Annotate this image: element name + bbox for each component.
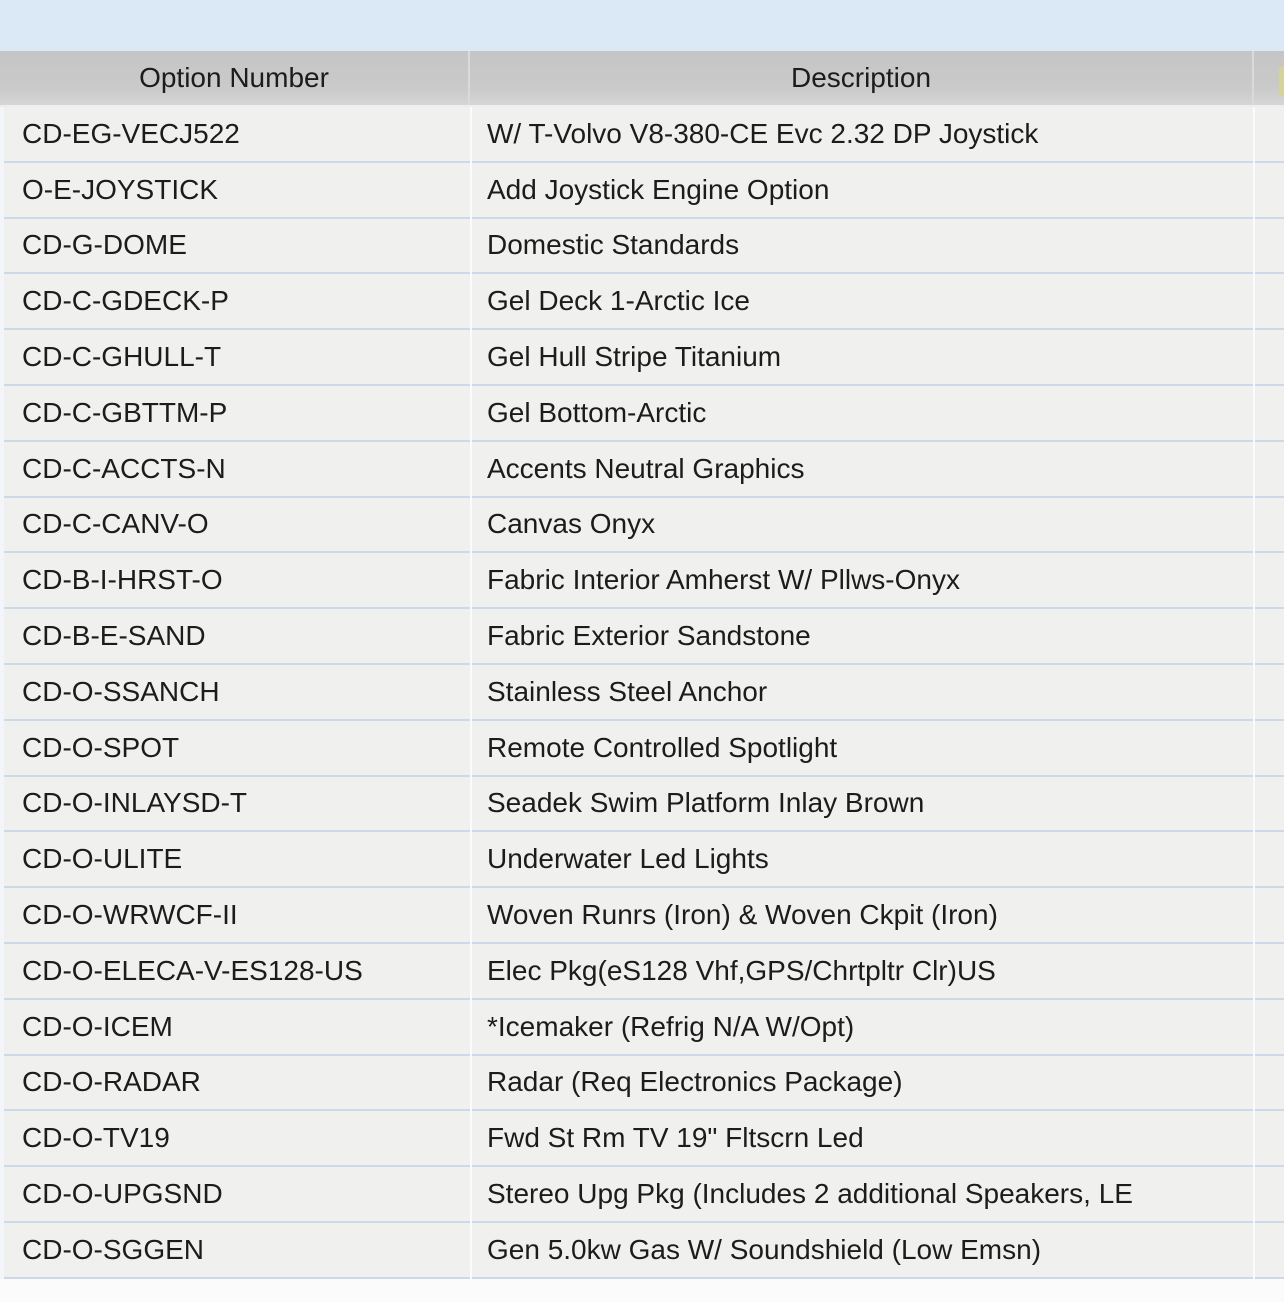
description-cell: Fabric Exterior Sandstone [487,620,811,652]
option-number-cell: CD-O-SGGEN [22,1233,204,1265]
window-top-band [0,0,1284,51]
table-row[interactable]: CD-O-SSANCH Stainless Steel Anchor [4,664,1284,721]
description-cell: W/ T-Volvo V8-380-CE Evc 2.32 DP Joystic… [487,117,1039,149]
table-row[interactable]: CD-B-E-SAND Fabric Exterior Sandstone [4,609,1284,665]
description-cell: Add Joystick Engine Option [487,173,830,205]
description-cell: Remote Controlled Spotlight [487,731,838,763]
table-row[interactable]: CD-C-GHULL-T Gel Hull Stripe Titanium [4,330,1284,386]
option-number-cell: CD-O-UPGSND [22,1178,223,1210]
description-cell: Stainless Steel Anchor [487,675,768,707]
description-cell: Accents Neutral Graphics [487,452,805,484]
option-number-cell: CD-C-GBTTM-P [22,396,228,428]
description-cell: Woven Runrs (Iron) & Woven Ckpit (Iron) [487,899,998,931]
table-row[interactable]: CD-O-ELECA-V-ES128-US Elec Pkg(eS128 Vhf… [4,943,1284,1000]
table-row[interactable]: CD-O-RADAR Radar (Req Electronics Packag… [4,1055,1284,1112]
table-row[interactable]: CD-O-UPGSND Stereo Upg Pkg (Includes 2 a… [4,1167,1284,1223]
option-number-cell: CD-B-E-SAND [22,620,206,652]
description-cell: *Icemaker (Refrig N/A W/Opt) [487,1010,855,1042]
description-cell: Domestic Standards [487,229,740,261]
option-number-cell: O-E-JOYSTICK [22,173,219,205]
option-number-cell: CD-C-ACCTS-N [22,452,226,484]
option-number-cell: CD-C-GHULL-T [22,341,222,373]
description-cell: Fabric Interior Amherst W/ Pllws-Onyx [487,564,960,596]
description-cell: Underwater Led Lights [487,843,769,875]
option-number-cell: CD-C-CANV-O [22,508,209,540]
description-cell: Fwd St Rm TV 19" Fltscrn Led [487,1122,864,1154]
column-header-description-label: Description [790,62,932,93]
table-footer-space [0,1278,1284,1302]
column-header-option-number-label: Option Number [139,62,329,93]
description-cell: Elec Pkg(eS128 Vhf,GPS/Chrtpltr Clr)US [487,954,996,986]
column-header-description[interactable]: Description [470,51,1254,105]
option-number-cell: CD-O-ELECA-V-ES128-US [22,954,363,986]
option-number-cell: CD-G-DOME [22,229,187,261]
description-cell: Gel Deck 1-Arctic Ice [487,285,750,317]
table-row[interactable]: CD-O-ULITE Underwater Led Lights [4,832,1284,889]
description-cell: Seadek Swim Platform Inlay Brown [487,787,925,819]
table-row[interactable]: CD-C-GBTTM-P Gel Bottom-Arctic [4,385,1284,442]
option-number-cell: CD-O-ICEM [22,1010,173,1042]
table-row[interactable]: CD-O-SGGEN Gen 5.0kw Gas W/ Soundshield … [4,1222,1284,1279]
table-row[interactable]: CD-EG-VECJ522 W/ T-Volvo V8-380-CE Evc 2… [4,107,1284,163]
table-row[interactable]: CD-O-SPOT Remote Controlled Spotlight [4,720,1284,777]
description-cell: Gel Hull Stripe Titanium [487,341,782,373]
table-row[interactable]: CD-O-INLAYSD-T Seadek Swim Platform Inla… [4,776,1284,833]
option-number-cell: CD-C-GDECK-P [22,285,229,317]
option-number-cell: CD-O-SSANCH [22,675,220,707]
option-number-cell: CD-O-RADAR [22,1066,201,1098]
column-header-option-number[interactable]: Option Number [0,51,470,105]
table-row[interactable]: O-E-JOYSTICK Add Joystick Engine Option [4,162,1284,219]
description-cell: Stereo Upg Pkg (Includes 2 additional Sp… [487,1178,1133,1210]
option-number-cell: CD-B-I-HRST-O [22,564,223,596]
option-number-cell: CD-O-INLAYSD-T [22,787,248,819]
table-row[interactable]: CD-C-CANV-O Canvas Onyx [4,497,1284,554]
table-row[interactable]: CD-C-GDECK-P Gel Deck 1-Arctic Ice [4,274,1284,331]
table-row[interactable]: CD-O-WRWCF-II Woven Runrs (Iron) & Woven… [4,888,1284,944]
table-row[interactable]: CD-O-TV19 Fwd St Rm TV 19" Fltscrn Led [4,1111,1284,1168]
clipped-cell-accent [1279,67,1284,96]
table-row[interactable]: CD-C-ACCTS-N Accents Neutral Graphics [4,441,1284,498]
options-table-body: CD-EG-VECJ522 W/ T-Volvo V8-380-CE Evc 2… [0,107,1284,1279]
option-number-cell: CD-O-TV19 [22,1122,170,1154]
description-cell: Canvas Onyx [487,508,656,540]
option-number-cell: CD-O-WRWCF-II [22,899,238,931]
table-header-row: Option Number Description [0,51,1284,107]
table-row[interactable]: CD-B-I-HRST-O Fabric Interior Amherst W/… [4,553,1284,610]
description-cell: Gen 5.0kw Gas W/ Soundshield (Low Emsn) [487,1233,1042,1265]
description-cell: Gel Bottom-Arctic [487,396,707,428]
option-number-cell: CD-O-SPOT [22,731,180,763]
option-number-cell: CD-O-ULITE [22,843,183,875]
table-row[interactable]: CD-O-ICEM *Icemaker (Refrig N/A W/Opt) [4,999,1284,1056]
option-number-cell: CD-EG-VECJ522 [22,117,240,149]
description-cell: Radar (Req Electronics Package) [487,1066,903,1098]
column-header-clipped[interactable] [1254,51,1284,105]
table-row[interactable]: CD-G-DOME Domestic Standards [4,218,1284,275]
